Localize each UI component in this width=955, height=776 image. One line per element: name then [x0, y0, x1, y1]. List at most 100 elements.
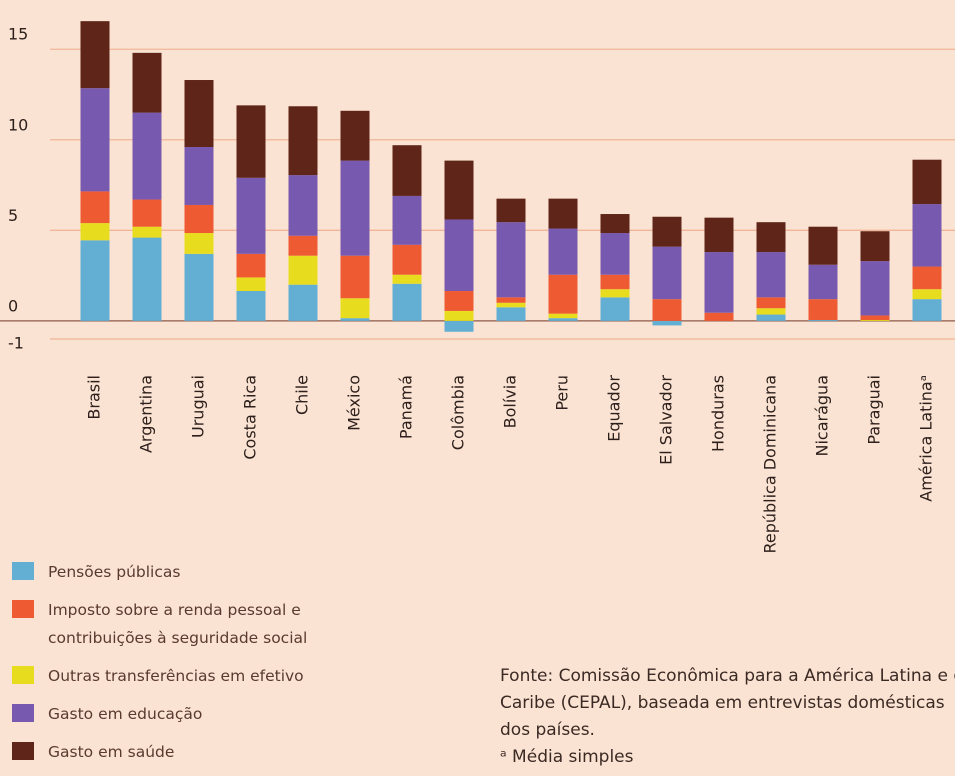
bar-segment — [860, 231, 890, 262]
bar-segment — [548, 228, 578, 275]
bar-segment — [756, 314, 786, 321]
bar-segment — [236, 177, 266, 254]
x-tick-label: América Latinaᵃ — [917, 375, 936, 502]
bar-segment — [548, 318, 578, 321]
x-tick-label: Honduras — [709, 375, 728, 452]
bar-segment — [444, 310, 474, 321]
bar-segment — [756, 252, 786, 298]
bar-segment — [860, 319, 890, 321]
x-tick-label: Costa Rica — [241, 375, 260, 460]
bar-segment — [80, 21, 110, 89]
x-tick-label: México — [345, 375, 364, 431]
bar-segment — [548, 274, 578, 314]
bar-segment — [288, 284, 318, 321]
bar-segment — [912, 159, 942, 205]
bar-segment — [912, 204, 942, 267]
bar-segment — [340, 255, 370, 299]
bar-segment — [444, 219, 474, 292]
bar-segment — [912, 289, 942, 300]
bar-segment — [184, 233, 214, 254]
bar-segment — [704, 312, 734, 321]
bar-segment — [444, 320, 474, 332]
x-tick-label: República Dominicana — [761, 375, 780, 554]
bar-segment — [288, 106, 318, 176]
bar-segment — [392, 274, 422, 284]
bar-segment — [704, 217, 734, 253]
bar-segment — [808, 319, 838, 321]
x-tick-label: El Salvador — [657, 375, 676, 465]
bar-segment — [652, 216, 682, 247]
bar-segment — [132, 237, 162, 321]
bar-segment — [860, 261, 890, 316]
bar-segment — [340, 160, 370, 256]
bar-segment — [236, 105, 266, 178]
bar-segment — [860, 315, 890, 320]
x-tick-label: Brasil — [85, 375, 104, 420]
bar-segment — [548, 313, 578, 319]
bar-segment — [184, 147, 214, 205]
legend-label: Pensões públicas — [48, 563, 181, 581]
bar-segment — [756, 222, 786, 253]
bar-segment — [600, 233, 630, 275]
source-note: Fonte: Comissão Econômica para a América… — [500, 663, 955, 771]
bar-segment — [392, 195, 422, 245]
legend-item: Gasto em educação — [12, 700, 392, 728]
bar-segment — [80, 191, 110, 224]
legend-item: Imposto sobre a renda pessoal e contribu… — [12, 596, 392, 652]
x-tick-label: Paraguai — [865, 375, 884, 445]
bar-segment — [236, 291, 266, 321]
x-tick-label: Equador — [605, 375, 624, 442]
bar-segment — [548, 198, 578, 229]
x-tick-label: Nicarágua — [813, 375, 832, 457]
bar-segment — [340, 318, 370, 321]
bar-segment — [600, 297, 630, 321]
bar-segment — [288, 255, 318, 285]
bar-segment — [912, 266, 942, 290]
bar-segment — [652, 246, 682, 300]
x-tick-label: Bolívia — [501, 375, 520, 428]
bar-segment — [132, 112, 162, 200]
legend-label: Outras transferências em efetivo — [48, 667, 304, 685]
bar-segment — [652, 299, 682, 321]
bar-segment — [392, 145, 422, 196]
bar-segment — [756, 308, 786, 315]
legend-swatch — [12, 742, 34, 760]
x-tick-label: Peru — [553, 375, 572, 411]
legend-swatch — [12, 666, 34, 684]
y-tick-label: 0 — [8, 296, 18, 315]
bar-segment — [236, 253, 266, 278]
bar-segment — [184, 204, 214, 234]
bar-segment — [392, 283, 422, 321]
bar-segment — [392, 244, 422, 275]
bar-segment — [340, 298, 370, 319]
bar-segment — [600, 289, 630, 298]
bar-segment — [652, 320, 682, 326]
bar-segment — [80, 88, 110, 192]
bar-segment — [808, 299, 838, 320]
x-tick-label: Uruguai — [189, 375, 208, 438]
source: Fonte: Comissão Econômica para a América… — [500, 666, 955, 740]
legend-label: Gasto em educação — [48, 705, 203, 723]
bar-segment — [496, 307, 526, 321]
y-tick-label: 15 — [8, 25, 28, 44]
legend-item: Outras transferências em efetivo — [12, 662, 392, 690]
bar-segment — [184, 253, 214, 321]
bar-segment — [132, 199, 162, 227]
bar-segment — [444, 291, 474, 311]
bar-segment — [80, 223, 110, 241]
bar-segment — [600, 274, 630, 290]
bar-segment — [496, 297, 526, 303]
legend-label: Imposto sobre a renda pessoal e contribu… — [48, 601, 308, 647]
bar-segment — [600, 214, 630, 234]
chart: 15 10 5 0 -1 Brasil Argentina Uruguai Costa Rica… — [0, 21, 955, 554]
bar-segment — [444, 160, 474, 220]
legend-swatch — [12, 562, 34, 580]
bar-segment — [704, 252, 734, 313]
bar-segment — [236, 277, 266, 292]
legend-swatch — [12, 704, 34, 722]
y-tick-label: -1 — [8, 334, 24, 353]
bar-segment — [288, 235, 318, 256]
x-tick-label: Argentina — [137, 375, 156, 453]
legend-label: Gasto em saúde — [48, 743, 175, 761]
